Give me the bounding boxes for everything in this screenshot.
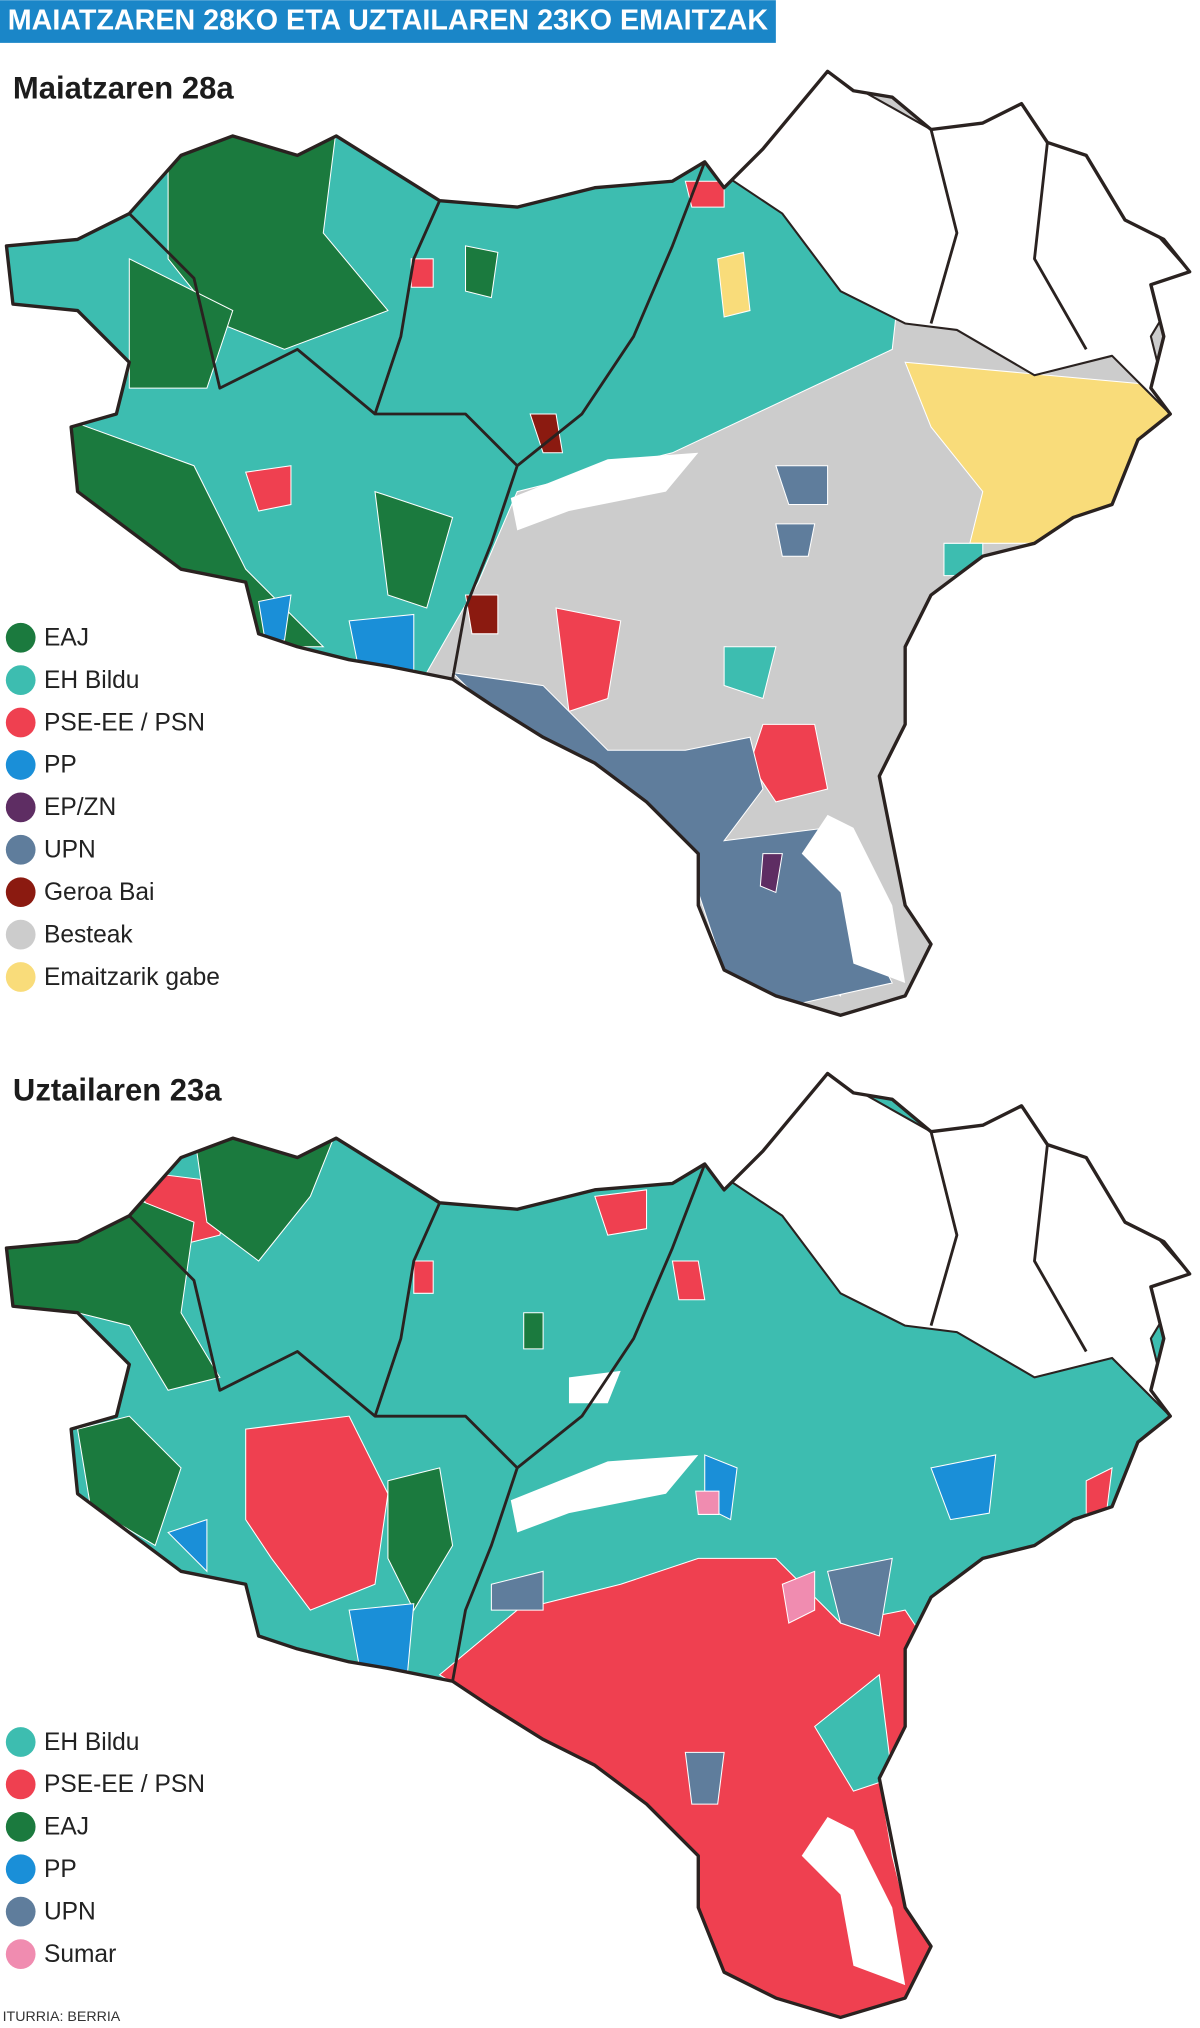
region: [465, 245, 499, 299]
legend-swatch: [5, 962, 36, 992]
province-border: [451, 1163, 707, 1682]
region: [348, 1603, 415, 1682]
legend-swatch: [5, 834, 36, 865]
legend-label: PSE-EE / PSN: [44, 709, 205, 736]
legend-swatch: [5, 792, 36, 823]
region: [464, 594, 499, 635]
legend-swatch: [5, 1811, 36, 1842]
legend-label: Geroa Bai: [44, 879, 155, 906]
legend-swatch: [5, 750, 36, 780]
province-border: [929, 129, 959, 324]
region: [529, 413, 564, 454]
region: [167, 1518, 208, 1573]
region: [759, 853, 783, 894]
region: [775, 523, 816, 557]
region: [723, 646, 777, 700]
region: [781, 1570, 816, 1624]
legend-swatch: [5, 919, 36, 950]
map-title: Maiatzaren 28a: [13, 70, 234, 105]
map: [4, 69, 1192, 1017]
source: ITURRIA: BERRIA: [3, 2009, 121, 2025]
region: [374, 490, 454, 609]
blank-area: [510, 1454, 699, 1533]
province-border: [128, 1214, 519, 1469]
legend-label: EAJ: [44, 624, 89, 651]
legend-swatch: [5, 1854, 36, 1885]
legend-label: Sumar: [44, 1941, 116, 1968]
region: [258, 594, 292, 641]
province-border: [373, 200, 441, 415]
province-border: [1033, 1144, 1088, 1353]
region: [684, 1751, 725, 1805]
region: [594, 1189, 648, 1236]
legend-swatch: [5, 665, 36, 695]
blank-area: [801, 1817, 906, 1986]
legend-label: Besteak: [44, 921, 133, 948]
legend-swatch: [5, 1939, 36, 1969]
legend-label: EP/ZN: [44, 794, 116, 821]
region: [671, 1260, 706, 1301]
region: [348, 613, 415, 687]
region: [413, 1260, 434, 1294]
legend-label: Emaitzarik gabe: [44, 964, 220, 991]
province-border: [1033, 142, 1088, 351]
region: [245, 465, 292, 512]
region: [930, 1454, 997, 1521]
title-bar: [0, 0, 776, 43]
region: [167, 128, 389, 350]
legend-label: PP: [44, 752, 77, 779]
legend-swatch: [5, 877, 36, 908]
legend-swatch: [5, 622, 36, 653]
province-border: [451, 161, 707, 680]
region: [523, 1312, 544, 1350]
legend-label: EH Bildu: [44, 667, 140, 694]
legend-label: UPN: [44, 1898, 96, 1925]
region: [555, 607, 622, 713]
legend-label: UPN: [44, 837, 96, 864]
map-title: Uztailaren 23a: [13, 1073, 222, 1108]
province-border: [929, 1131, 959, 1327]
legend-label: PSE-EE / PSN: [44, 1771, 205, 1798]
legend-swatch: [5, 707, 36, 738]
title: MAIATZAREN 28KO ETA UZTAILAREN 23KO EMAI…: [8, 5, 769, 37]
map: [4, 1071, 1192, 2020]
legend-label: EAJ: [44, 1814, 89, 1841]
legend-swatch: [5, 1727, 36, 1757]
legend: EH Bildu PSE-EE / PSN EAJ PP UPN Sumar: [5, 1727, 205, 1969]
legend-swatch: [5, 1896, 36, 1927]
region: [245, 1415, 389, 1611]
region: [695, 1490, 720, 1515]
province-border: [373, 1202, 441, 1417]
legend-label: PP: [44, 1856, 77, 1883]
legend: EAJ EH Bildu PSE-EE / PSN PP EP/ZN UPN Geroa B…: [5, 622, 220, 992]
legend-label: EH Bildu: [44, 1729, 140, 1756]
region: [775, 465, 829, 506]
region: [490, 1570, 544, 1611]
region: [717, 251, 751, 318]
blank-area: [801, 814, 906, 983]
legend-swatch: [5, 1769, 36, 1800]
region: [387, 1467, 454, 1612]
province-border: [128, 212, 519, 467]
region: [826, 1557, 893, 1637]
blank-area: [510, 452, 699, 531]
